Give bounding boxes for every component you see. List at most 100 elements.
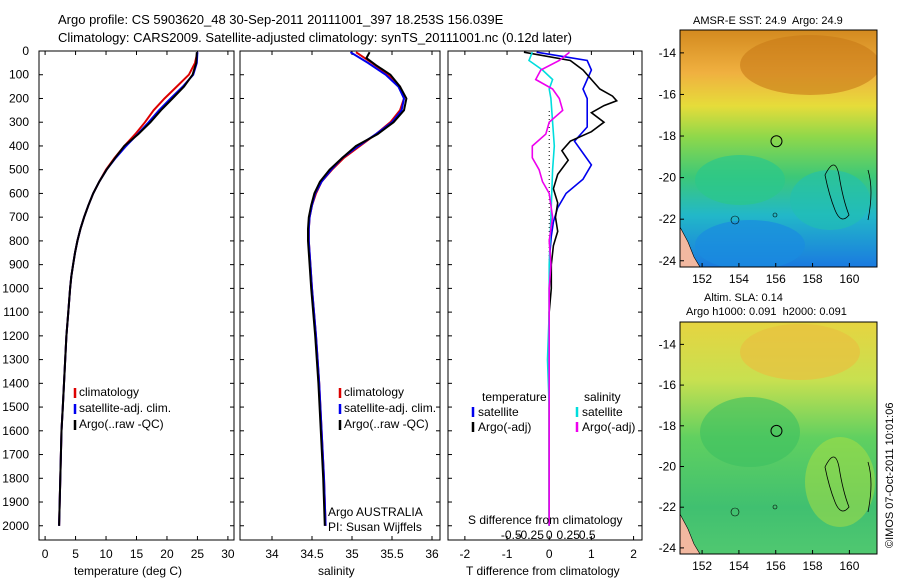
x-tick-label: 36 [425, 547, 439, 561]
map-x-tick-label: 156 [766, 559, 786, 573]
coast-land [680, 513, 701, 554]
depth-tick-label: 500 [9, 163, 29, 177]
legend-s-satellite: satellite [582, 405, 623, 419]
series-line [523, 51, 619, 526]
depth-tick-label: 600 [9, 186, 29, 200]
map-y-tick-label: -18 [659, 419, 677, 433]
map-field [680, 322, 877, 554]
temperature-xlabel: temperature (deg C) [74, 564, 182, 578]
legend-sal-satellite: satellite-adj. clim. [344, 401, 436, 415]
pi-label: PI: Susan Wijffels [328, 520, 422, 534]
series-line [536, 51, 593, 526]
legend-salinity-header: salinity [584, 390, 621, 404]
x2-tick-label: -0.5 [501, 528, 522, 542]
coast-land [680, 226, 701, 267]
argo-float-marker [770, 424, 783, 437]
map-y-tick-label: -24 [659, 541, 677, 555]
x-tick-label: 34 [265, 547, 279, 561]
depth-tick-label: 1300 [2, 353, 29, 367]
depth-tick-label: 2000 [2, 519, 29, 533]
legend-temp-satellite: satellite-adj. clim. [79, 401, 171, 415]
island-marker [730, 215, 740, 225]
series-line [531, 51, 571, 526]
map-x-tick-label: 152 [692, 559, 712, 573]
depth-tick-label: 100 [9, 68, 29, 82]
t-difference-xlabel: T difference from climatology [466, 564, 620, 578]
map-y-tick-label: -16 [659, 378, 677, 392]
x-tick-label: 20 [160, 547, 174, 561]
yellow-green-patch [805, 437, 875, 527]
temperature-panel: 0 5 10 15 20 25 30 [38, 50, 235, 561]
map-x-tick-label: 154 [729, 559, 749, 573]
depth-tick-label: 1500 [2, 400, 29, 414]
series-line [58, 52, 198, 526]
depth-tick-label: 1400 [2, 376, 29, 390]
legend-t-argo: Argo(-adj) [478, 420, 531, 434]
series-line [307, 51, 406, 526]
depth-tick-label: 0 [22, 44, 29, 58]
s-difference-xlabel: S difference from climatology [468, 513, 623, 527]
depth-axis: 0 100 200 300 400 500 600 700 800 900 1000 1100 1200… [2, 44, 29, 533]
reef-contour [824, 456, 850, 512]
plot-frame [447, 50, 643, 541]
legend-sal-climatology: climatology [344, 385, 404, 399]
map-y-tick-label: -20 [659, 459, 677, 473]
imos-watermark: ©IMOS 07-Oct-2011 10:01:06 [884, 403, 896, 548]
argo-institution-label: Argo AUSTRALIA [328, 505, 423, 519]
x2-tick-label: 0.5 [579, 528, 596, 542]
map-x-tick-label: 152 [692, 272, 712, 286]
map-frame [679, 29, 878, 268]
island-marker [772, 212, 778, 218]
map-y-tick-label: -16 [659, 87, 677, 101]
difference-panel: -2 -1 0 1 2 -0.5-0.25 0 0.250.5 [447, 50, 643, 561]
x-tick-label: 34.5 [300, 547, 324, 561]
x-tick-label: 35.5 [380, 547, 404, 561]
depth-tick-label: 800 [9, 234, 29, 248]
high-sla-patch [740, 324, 860, 380]
x-tick-label: 30 [221, 547, 235, 561]
map-y-tick-label: -14 [659, 46, 677, 60]
series-line [58, 51, 199, 526]
depth-tick-label: 1900 [2, 495, 29, 509]
legend-temperature-header: temperature [482, 390, 547, 404]
legend-temp-argo: Argo(..raw -QC) [79, 417, 164, 431]
map-x-tick-label: 156 [766, 272, 786, 286]
series-line [58, 52, 199, 526]
map-x-tick-label: 154 [729, 272, 749, 286]
header-line-1: Argo profile: CS 5903620_48 30-Sep-2011 … [58, 12, 504, 27]
legend-t-satellite: satellite [478, 405, 519, 419]
x-tick-label: 10 [99, 547, 113, 561]
legend-temp-climatology: climatology [79, 385, 139, 399]
map-frame [679, 321, 878, 555]
x-tick-label: 15 [130, 547, 144, 561]
legend-s-argo: Argo(-adj) [582, 420, 635, 434]
depth-tick-label: 1000 [2, 281, 29, 295]
x-tick-label: 35 [345, 547, 359, 561]
island-marker [772, 504, 778, 510]
salinity-panel: 34 34.5 35 35.5 36 [239, 50, 441, 561]
reef-contour [824, 164, 850, 220]
island-marker [730, 507, 740, 517]
x-tick-label: 2 [630, 547, 637, 561]
depth-tick-label: 1700 [2, 448, 29, 462]
depth-tick-label: 700 [9, 210, 29, 224]
depth-tick-label: 900 [9, 258, 29, 272]
teal-patch [790, 170, 870, 230]
depth-tick-label: 200 [9, 91, 29, 105]
x2-tick-label: 0.25 [557, 528, 581, 542]
blue-patch [695, 220, 805, 267]
sla-map-title: Altim. SLA: 0.14 [704, 292, 783, 304]
x-tick-label: -2 [460, 547, 471, 561]
x2-tick-label: 0 [546, 528, 553, 542]
depth-tick-label: 1600 [2, 424, 29, 438]
map-y-tick-label: -22 [659, 500, 677, 514]
depth-tick-label: 1200 [2, 329, 29, 343]
x-tick-label: 0 [546, 547, 553, 561]
depth-tick-label: 300 [9, 115, 29, 129]
map-y-tick-label: -18 [659, 129, 677, 143]
depth-tick-label: 400 [9, 139, 29, 153]
x-tick-label: 1 [588, 547, 595, 561]
green-patch [700, 397, 800, 467]
